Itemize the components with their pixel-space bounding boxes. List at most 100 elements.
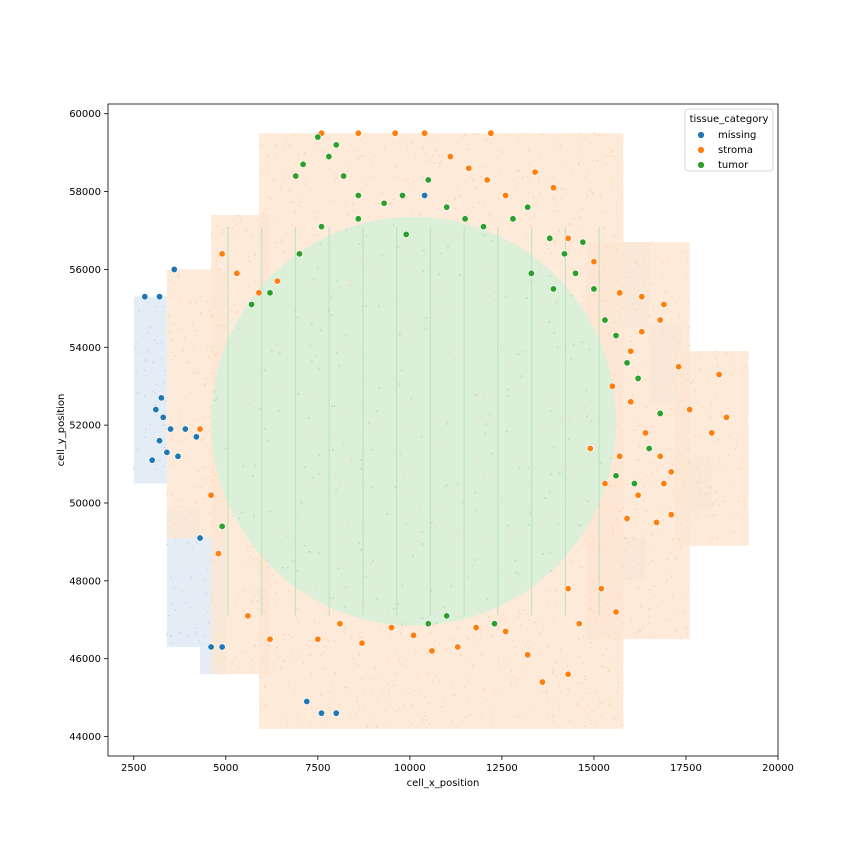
point-stroma xyxy=(634,491,642,499)
speckle xyxy=(358,243,360,245)
speckle xyxy=(366,725,369,728)
speckle xyxy=(254,464,257,467)
speckle xyxy=(572,344,575,346)
speckle xyxy=(195,334,198,336)
point-missing xyxy=(157,394,165,402)
speckle xyxy=(484,166,487,168)
speckle xyxy=(602,632,604,634)
speckle xyxy=(341,588,344,591)
speckle xyxy=(314,583,317,586)
speckle xyxy=(506,388,509,391)
speckle xyxy=(559,145,562,147)
speckle xyxy=(289,543,292,546)
speckle xyxy=(310,322,313,325)
speckle xyxy=(191,322,194,324)
speckle xyxy=(617,597,619,600)
speckle xyxy=(529,509,531,512)
point-stroma xyxy=(564,670,572,678)
speckle xyxy=(211,600,214,602)
speckle xyxy=(187,635,189,638)
speckle xyxy=(370,199,373,201)
speckle xyxy=(609,698,611,701)
speckle xyxy=(434,526,437,528)
speckle xyxy=(619,403,621,406)
speckle xyxy=(322,651,325,653)
speckle xyxy=(587,588,590,591)
speckle xyxy=(220,231,223,234)
speckle xyxy=(233,303,235,306)
speckle xyxy=(395,166,398,169)
speckle xyxy=(456,559,459,562)
speckle xyxy=(474,187,477,189)
speckle xyxy=(420,692,422,695)
speckle xyxy=(380,625,382,627)
speckle xyxy=(725,353,727,355)
point-missing xyxy=(181,425,189,433)
speckle xyxy=(710,403,713,405)
speckle xyxy=(621,565,624,568)
point-stroma xyxy=(538,678,546,686)
speckle xyxy=(364,305,367,307)
speckle xyxy=(715,358,718,360)
speckle xyxy=(502,614,505,616)
speckle xyxy=(590,399,593,402)
speckle xyxy=(372,176,375,178)
speckle xyxy=(293,560,295,563)
speckle xyxy=(673,502,675,505)
speckle xyxy=(541,691,543,694)
speckle xyxy=(218,267,220,270)
speckle xyxy=(300,201,302,204)
speckle xyxy=(528,149,530,152)
speckle xyxy=(349,411,352,414)
speckle xyxy=(525,297,528,300)
speckle xyxy=(303,151,306,154)
speckle xyxy=(208,430,210,433)
speckle xyxy=(463,134,466,136)
speckle xyxy=(607,670,610,672)
speckle xyxy=(186,541,189,544)
speckle xyxy=(623,417,625,419)
speckle xyxy=(467,214,469,216)
speckle xyxy=(435,622,438,625)
speckle xyxy=(333,433,336,436)
speckle xyxy=(542,319,544,322)
speckle xyxy=(157,459,159,462)
point-stroma xyxy=(641,429,649,437)
speckle xyxy=(675,558,678,560)
speckle xyxy=(688,326,690,328)
speckle xyxy=(353,662,356,665)
y-tick-label: 60000 xyxy=(69,109,101,120)
speckle xyxy=(272,668,275,671)
point-stroma xyxy=(638,293,646,301)
speckle xyxy=(291,560,293,563)
speckle xyxy=(618,313,621,316)
speckle xyxy=(407,719,410,721)
series-stroma xyxy=(196,129,730,686)
speckle xyxy=(488,214,491,216)
speckle xyxy=(648,562,650,565)
speckle xyxy=(328,137,331,139)
speckle xyxy=(257,590,260,593)
speckle xyxy=(438,643,441,645)
speckle xyxy=(632,537,635,539)
speckle xyxy=(699,356,701,359)
speckle xyxy=(540,652,543,655)
speckle xyxy=(587,608,590,610)
speckle xyxy=(360,467,362,470)
point-stroma xyxy=(233,269,241,277)
speckle xyxy=(423,711,426,714)
speckle xyxy=(301,205,303,208)
legend-label-stroma: stroma xyxy=(718,145,753,156)
speckle xyxy=(445,282,448,285)
speckle xyxy=(454,198,456,201)
speckle xyxy=(411,704,413,707)
speckle xyxy=(208,621,210,624)
speckle xyxy=(362,706,365,708)
point-tumor xyxy=(248,300,256,308)
speckle xyxy=(305,484,308,486)
speckle xyxy=(250,658,253,661)
speckle xyxy=(330,296,332,299)
speckle xyxy=(467,148,470,150)
speckle xyxy=(682,373,685,376)
speckle xyxy=(250,600,253,603)
